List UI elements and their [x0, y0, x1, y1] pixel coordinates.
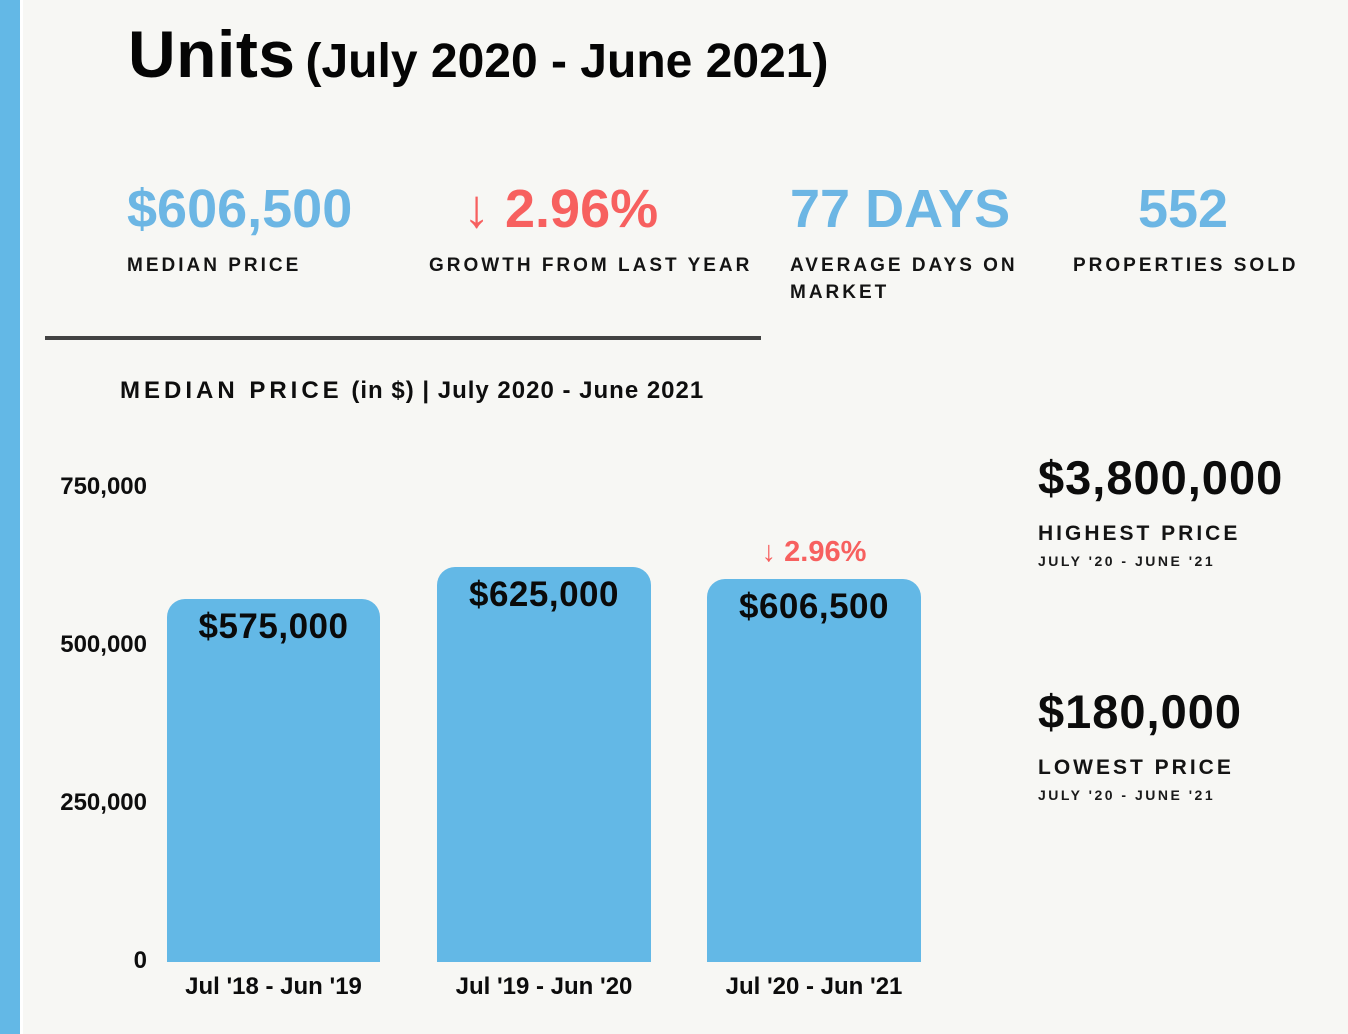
highest-price-stat: $3,800,000 HIGHEST PRICE JULY '20 - JUNE… — [1038, 450, 1283, 569]
chart-title-primary: MEDIAN PRICE — [120, 377, 343, 404]
page-title-period: (July 2020 - June 2021) — [305, 35, 829, 88]
stat-days-on-market: 77 DAYS AVERAGE DAYS ON MARKET — [790, 179, 1025, 307]
bar-value-label: $606,500 — [739, 586, 889, 626]
stat-growth: ↓ 2.96% GROWTH FROM LAST YEAR — [429, 179, 753, 280]
stat-days-on-market-label: AVERAGE DAYS ON MARKET — [790, 255, 1018, 303]
y-axis-tick: 750,000 — [60, 473, 147, 500]
lowest-price-label: LOWEST PRICE — [1038, 756, 1234, 779]
stat-growth-value: ↓ 2.96% — [463, 179, 659, 239]
bar: $606,500 — [707, 578, 921, 962]
page-title: Units (July 2020 - June 2021) — [128, 16, 828, 92]
page-title-main: Units — [128, 17, 296, 91]
stat-median-price-label: MEDIAN PRICE — [127, 255, 302, 277]
y-axis-tick: 500,000 — [60, 631, 147, 658]
highest-price-label: HIGHEST PRICE — [1038, 522, 1241, 545]
highest-price-period: JULY '20 - JUNE '21 — [1038, 553, 1216, 569]
bar: $575,000 — [167, 598, 380, 962]
bar-value-label: $575,000 — [198, 606, 349, 646]
stat-growth-label: GROWTH FROM LAST YEAR — [429, 255, 753, 277]
stat-properties-sold-label: PROPERTIES SOLD — [1073, 255, 1299, 277]
stat-properties-sold-value: 552 — [1137, 179, 1229, 239]
lowest-price-period: JULY '20 - JUNE '21 — [1038, 787, 1216, 803]
chart-title-secondary: (in $) | July 2020 - June 2021 — [351, 377, 705, 404]
lowest-price-value: $180,000 — [1038, 685, 1243, 738]
stat-median-price-value: $606,500 — [127, 179, 353, 239]
highest-price-value: $3,800,000 — [1038, 451, 1284, 504]
bar: $625,000 — [437, 567, 651, 962]
chart-title: MEDIAN PRICE (in $) | July 2020 - June 2… — [120, 377, 704, 405]
y-axis-tick: 250,000 — [60, 789, 147, 816]
stat-properties-sold: 552 PROPERTIES SOLD — [1073, 179, 1299, 280]
left-accent-stripe — [0, 0, 23, 1034]
x-axis-category-label: Jul '20 - Jun '21 — [725, 973, 903, 1000]
growth-annotation: ↓ 2.96% — [761, 535, 867, 568]
section-divider — [45, 336, 761, 340]
y-axis-tick: 0 — [133, 947, 147, 974]
stat-median-price: $606,500 MEDIAN PRICE — [127, 179, 353, 280]
bar-value-label: $625,000 — [469, 575, 619, 614]
lowest-price-stat: $180,000 LOWEST PRICE JULY '20 - JUNE '2… — [1038, 684, 1242, 803]
x-axis-category-label: Jul '18 - Jun '19 — [185, 973, 362, 1000]
x-axis-category-label: Jul '19 - Jun '20 — [455, 973, 633, 1000]
stat-days-on-market-value: 77 DAYS — [790, 179, 1011, 239]
